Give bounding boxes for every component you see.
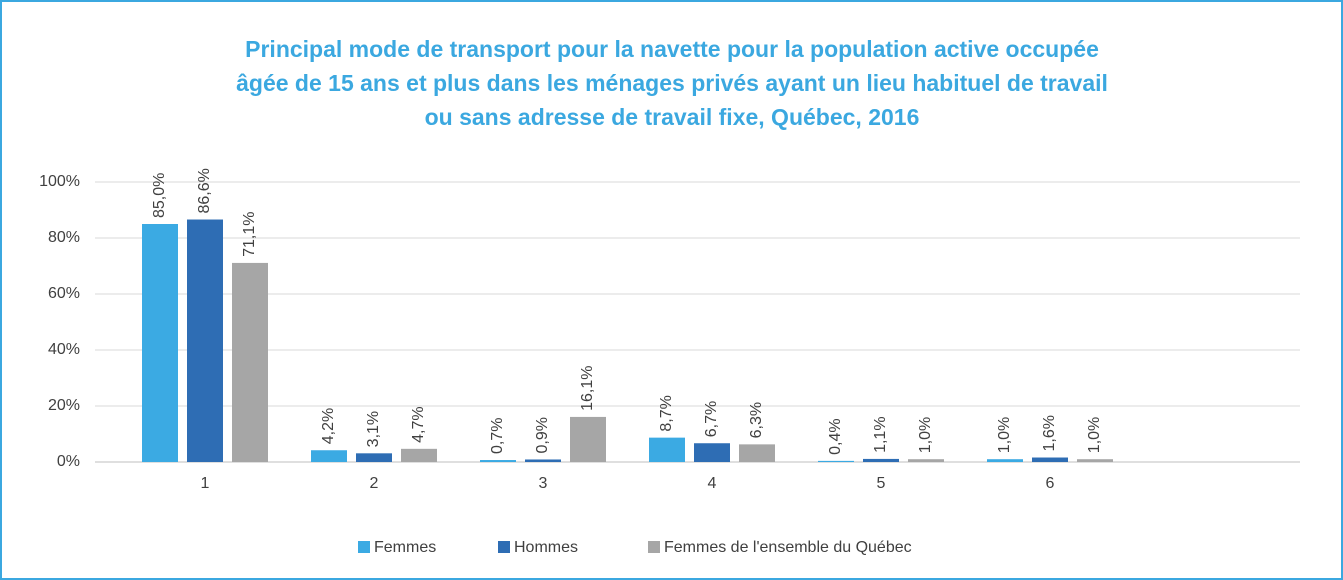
data-label: 4,7% <box>410 406 427 442</box>
y-tick-label: 0% <box>57 453 80 470</box>
bar <box>694 443 730 462</box>
x-tick-label: 4 <box>708 475 717 492</box>
bar <box>739 444 775 462</box>
data-label: 86,6% <box>196 168 213 213</box>
legend-swatch <box>648 541 660 553</box>
data-label: 6,7% <box>703 401 720 437</box>
data-label: 71,1% <box>241 212 258 257</box>
data-label: 6,3% <box>748 402 765 438</box>
data-label: 0,4% <box>827 418 844 454</box>
bar <box>142 224 178 462</box>
x-tick-label: 3 <box>539 475 548 492</box>
bar <box>987 459 1023 462</box>
legend-label: Femmes de l'ensemble du Québec <box>664 539 912 556</box>
data-label: 16,1% <box>579 366 596 411</box>
bar <box>401 448 437 462</box>
x-tick-label: 2 <box>370 475 379 492</box>
bar <box>1032 457 1068 462</box>
x-tick-label: 6 <box>1046 475 1055 492</box>
y-tick-label: 100% <box>39 173 80 190</box>
y-tick-label: 60% <box>48 285 80 302</box>
bar <box>311 450 347 462</box>
bar <box>908 459 944 462</box>
bar <box>232 262 268 462</box>
legend-swatch <box>498 541 510 553</box>
data-label: 1,0% <box>917 417 934 453</box>
bar <box>525 459 561 462</box>
data-label: 3,1% <box>365 411 382 447</box>
x-tick-label: 1 <box>201 475 210 492</box>
legend-label: Femmes <box>374 539 436 556</box>
data-label: 1,0% <box>996 417 1013 453</box>
y-tick-label: 40% <box>48 341 80 358</box>
data-label: 1,1% <box>872 416 889 452</box>
data-label: 4,2% <box>320 408 337 444</box>
bar <box>187 219 223 462</box>
chart-title: ou sans adresse de travail fixe, Québec,… <box>425 104 920 130</box>
bar <box>649 437 685 462</box>
data-label: 8,7% <box>658 395 675 431</box>
data-label: 1,0% <box>1086 417 1103 453</box>
data-label: 0,7% <box>489 418 506 454</box>
legend-label: Hommes <box>514 539 578 556</box>
bar <box>480 460 516 462</box>
bar <box>1077 459 1113 462</box>
bar <box>863 458 899 462</box>
chart-title: âgée de 15 ans et plus dans les ménages … <box>236 70 1108 96</box>
x-tick-label: 5 <box>877 475 886 492</box>
chart-title: Principal mode de transport pour la nave… <box>245 36 1099 62</box>
legend-swatch <box>358 541 370 553</box>
bar <box>356 453 392 462</box>
data-label: 0,9% <box>534 417 551 453</box>
y-tick-label: 80% <box>48 229 80 246</box>
bar <box>570 416 606 462</box>
data-label: 1,6% <box>1041 415 1058 451</box>
data-label: 85,0% <box>151 173 168 218</box>
bar <box>818 460 854 462</box>
y-tick-label: 20% <box>48 397 80 414</box>
